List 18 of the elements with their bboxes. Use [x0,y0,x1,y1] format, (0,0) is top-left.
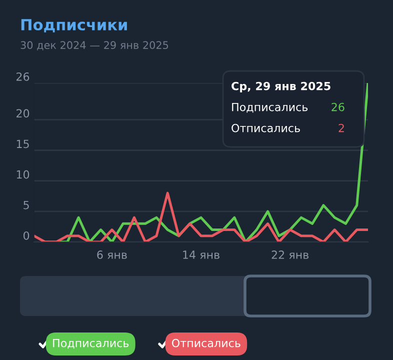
annotation: 2 [338,124,344,132]
text: Отписались [172,338,240,348]
chart-title: Подписчики [21,19,127,32]
text: Подписались [53,338,129,349]
annotation: Отписались [232,124,300,132]
annotation: Ср, 29 янв 2025 [232,82,330,92]
annotation: Подписались [232,102,308,113]
y-tick-label: 0 [23,231,30,240]
y-tick-label: 26 [16,72,30,81]
x-tick-label: 22 янв [272,250,308,259]
chart-subtitle: 30 дек 2024 — 29 янв 2025 [20,41,168,50]
y-tick-label: 20 [16,109,30,118]
y-tick-label: 5 [24,201,29,210]
y-tick-label: 15 [16,140,29,148]
x-tick-label: 14 янв [183,250,220,259]
annotation: 26 [332,102,344,112]
y-tick-label: 10 [16,170,30,179]
x-tick-label: 6 янв [97,250,127,259]
